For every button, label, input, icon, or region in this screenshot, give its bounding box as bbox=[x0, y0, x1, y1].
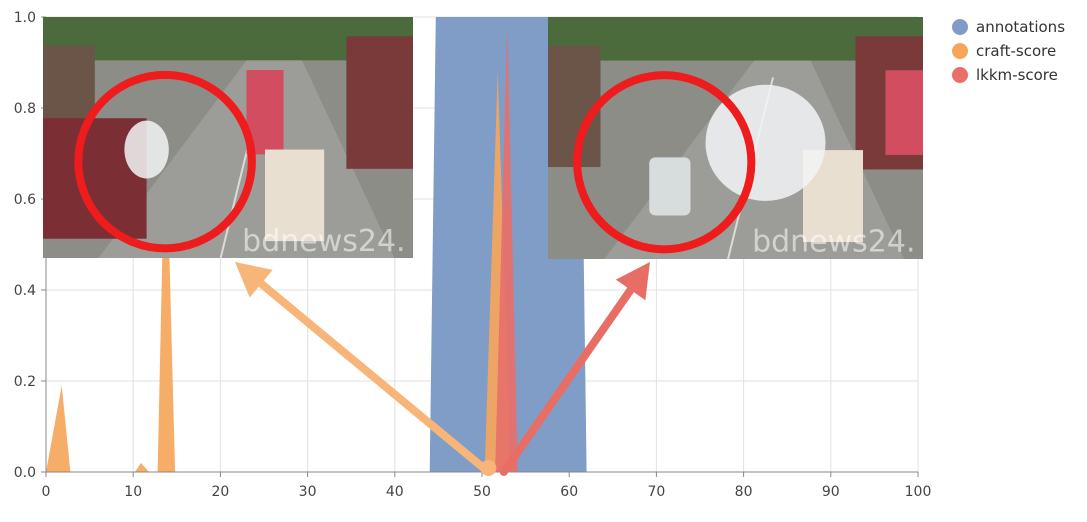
y-tick-label-3: 0.6 bbox=[14, 192, 36, 208]
x-tick-label-3: 30 bbox=[299, 484, 317, 500]
tick-labels: 0 10 20 30 40 50 60 70 80 90 100 0.0 0.2 0.4 0.6 0.8 1.0 bbox=[14, 10, 932, 500]
arrows bbox=[235, 262, 650, 476]
x-tick-label-5: 50 bbox=[473, 484, 491, 500]
arrow-origin-dot bbox=[480, 460, 497, 476]
y-tick-label-0: 0.0 bbox=[14, 465, 36, 481]
x-tick-label-10: 100 bbox=[905, 484, 932, 500]
y-tick-label-5: 1.0 bbox=[14, 10, 36, 26]
arrow-left-shaft bbox=[257, 279, 493, 476]
inset-highlight-circle bbox=[74, 70, 256, 253]
inset-highlight-circle bbox=[573, 71, 756, 254]
inset-billboard bbox=[885, 70, 923, 155]
inset-smoke bbox=[124, 120, 169, 179]
inset-image-right: bdnews24. bbox=[548, 17, 923, 260]
legend-swatch-annotations bbox=[952, 19, 968, 35]
x-tick-label-6: 60 bbox=[560, 484, 578, 500]
inset-watermark: bdnews24. bbox=[242, 224, 405, 259]
y-tick-label-2: 0.4 bbox=[14, 283, 36, 299]
x-tick-label-9: 90 bbox=[822, 484, 840, 500]
series-area-lkkm-score bbox=[495, 26, 518, 472]
arrow-right-head bbox=[615, 262, 650, 301]
inset-watermark: bdnews24. bbox=[752, 225, 915, 260]
x-tick-label-8: 80 bbox=[735, 484, 753, 500]
x-tick-label-0: 0 bbox=[42, 484, 51, 500]
inset-image-left: bdnews24. bbox=[43, 17, 413, 259]
arrow-right-shaft bbox=[499, 285, 635, 476]
x-tick-label-2: 20 bbox=[211, 484, 229, 500]
y-tick-label-1: 0.2 bbox=[14, 374, 36, 390]
legend-swatch-craft-score bbox=[952, 43, 968, 59]
legend-swatch-lkkm-score bbox=[952, 67, 968, 83]
legend-label-lkkm-score: lkkm-score bbox=[976, 66, 1058, 84]
inset-building-right bbox=[346, 36, 413, 169]
series-area-craft-score bbox=[46, 71, 511, 472]
legend: annotations craft-score lkkm-score bbox=[952, 18, 1065, 84]
x-tick-label-7: 70 bbox=[647, 484, 665, 500]
area-series bbox=[46, 17, 587, 472]
legend-label-craft-score: craft-score bbox=[976, 42, 1056, 60]
inset-building-left bbox=[548, 46, 601, 168]
x-tick-label-4: 40 bbox=[386, 484, 404, 500]
arrow-left-head bbox=[235, 262, 273, 298]
y-tick-label-4: 0.8 bbox=[14, 101, 36, 117]
inset-poster bbox=[265, 149, 325, 242]
x-tick-label-1: 10 bbox=[124, 484, 142, 500]
legend-label-annotations: annotations bbox=[976, 18, 1065, 36]
inset-autorickshaw bbox=[649, 157, 691, 216]
